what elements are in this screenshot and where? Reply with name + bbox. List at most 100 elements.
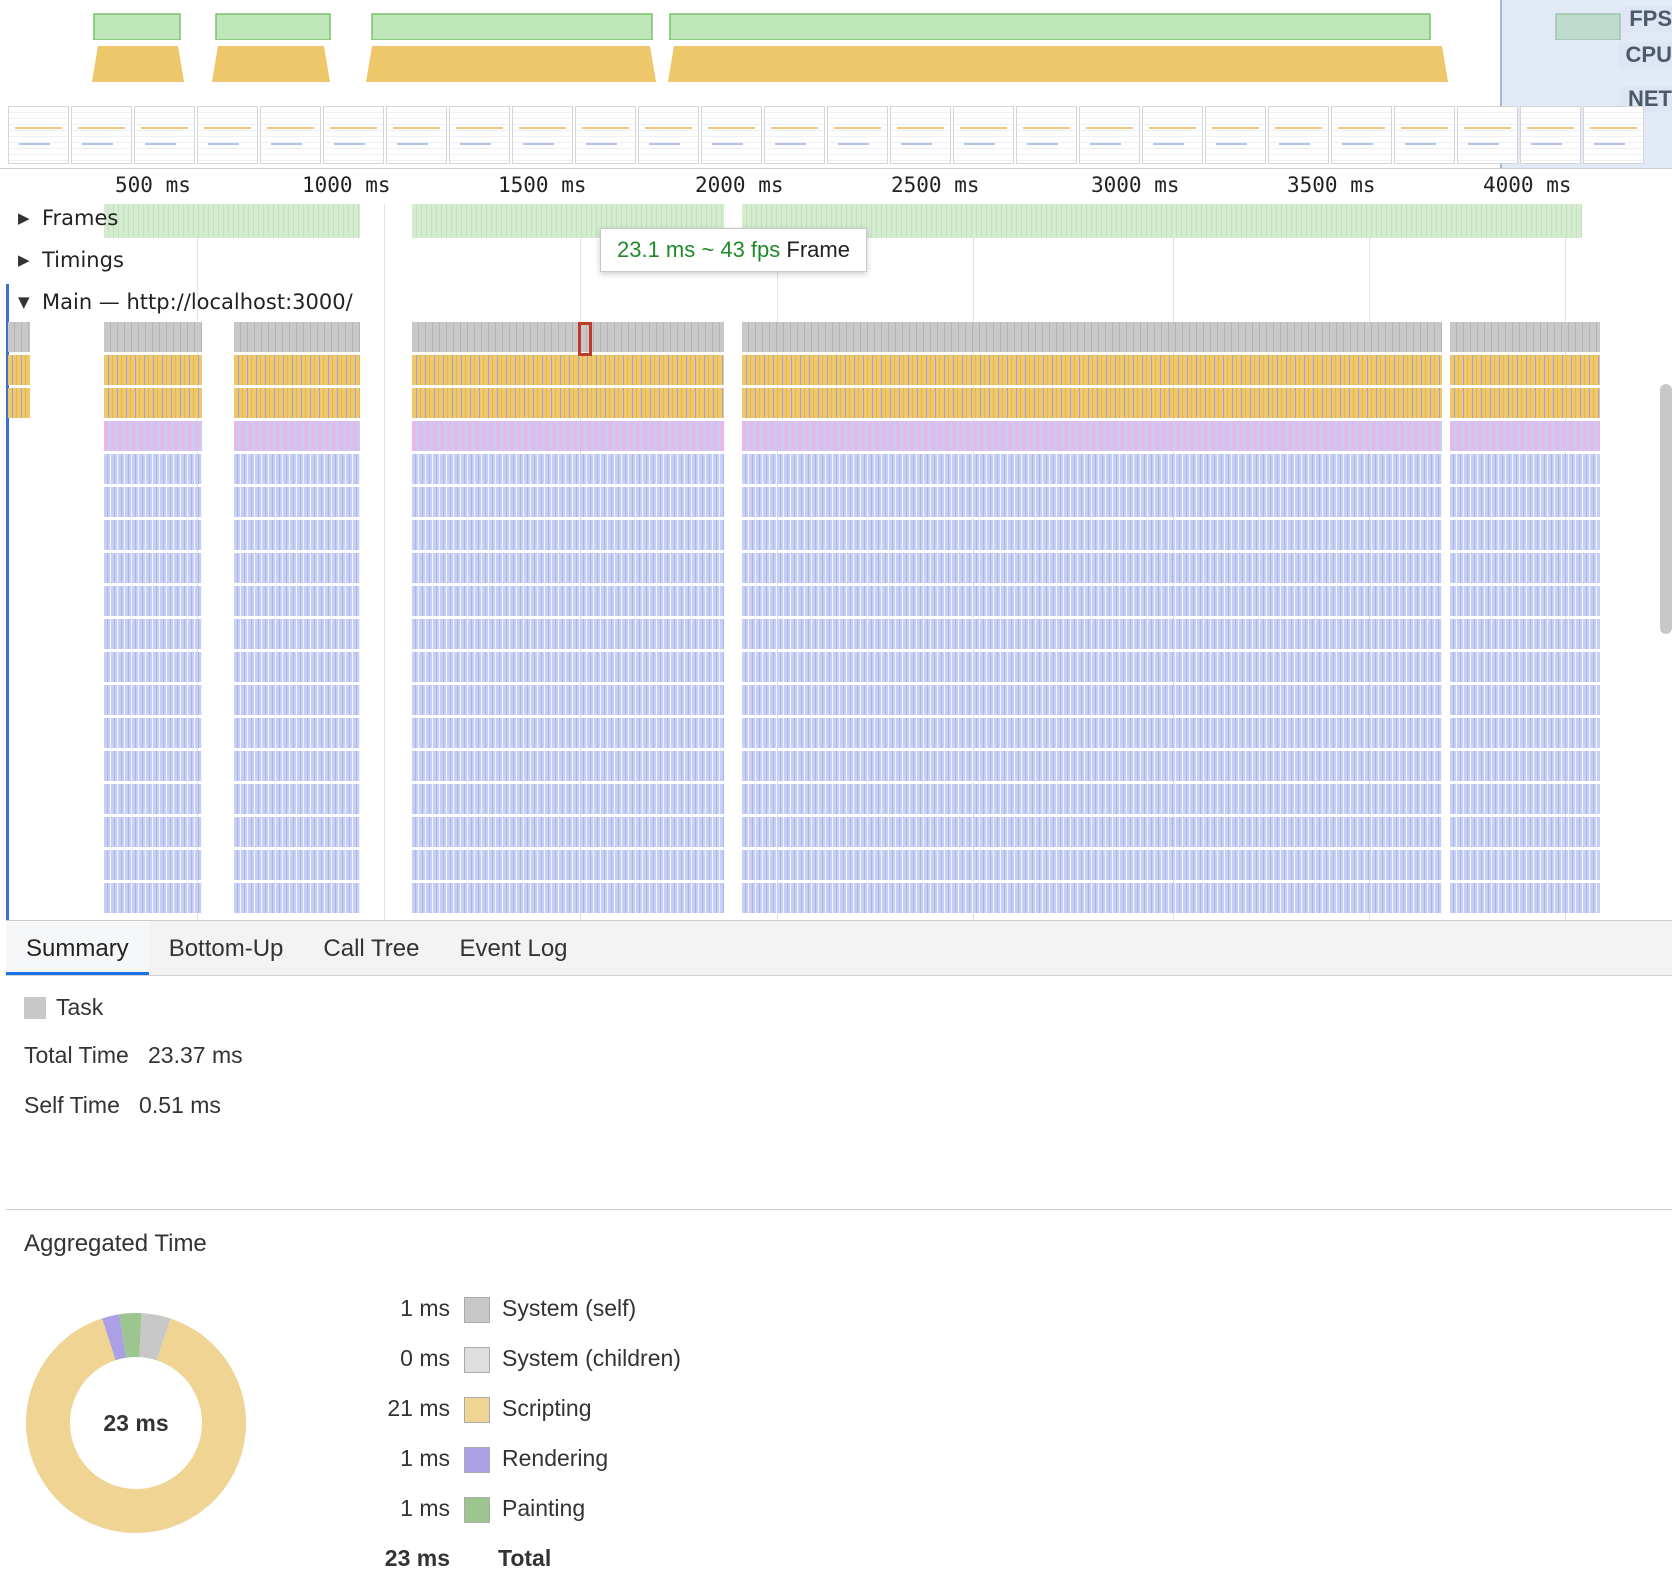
flame-block[interactable]	[742, 817, 1442, 847]
flame-block[interactable]	[412, 421, 724, 451]
tab-summary[interactable]: Summary	[6, 921, 149, 975]
flame-block[interactable]	[104, 586, 202, 616]
screenshot-thumbnail[interactable]	[1079, 106, 1140, 164]
flame-block[interactable]	[104, 487, 202, 517]
flame-block[interactable]	[234, 553, 360, 583]
flame-block[interactable]	[104, 850, 202, 880]
flame-block[interactable]	[412, 685, 724, 715]
flame-block[interactable]	[104, 652, 202, 682]
flame-block[interactable]	[104, 784, 202, 814]
flame-block[interactable]	[1450, 487, 1600, 517]
flame-block[interactable]	[1450, 586, 1600, 616]
flame-block[interactable]	[1450, 817, 1600, 847]
timings-track-header[interactable]: ▶ Timings	[18, 248, 124, 272]
main-thread-flamechart[interactable]	[0, 322, 1672, 920]
flame-block[interactable]	[234, 487, 360, 517]
flame-block[interactable]	[742, 553, 1442, 583]
flame-block[interactable]	[412, 751, 724, 781]
screenshot-thumbnail[interactable]	[701, 106, 762, 164]
flame-block[interactable]	[742, 652, 1442, 682]
flame-block[interactable]	[412, 355, 724, 385]
tab-bottom-up[interactable]: Bottom-Up	[168, 935, 284, 962]
flame-block[interactable]	[412, 454, 724, 484]
flame-block[interactable]	[234, 520, 360, 550]
flame-block[interactable]	[234, 355, 360, 385]
screenshot-thumbnail[interactable]	[1016, 106, 1077, 164]
flame-block[interactable]	[104, 553, 202, 583]
screenshot-thumbnail[interactable]	[1331, 106, 1392, 164]
flame-block[interactable]	[1450, 619, 1600, 649]
flame-block[interactable]	[234, 421, 360, 451]
flame-block[interactable]	[1450, 883, 1600, 913]
flame-block[interactable]	[1450, 850, 1600, 880]
flame-block[interactable]	[104, 817, 202, 847]
collapse-triangle-icon[interactable]: ▼	[18, 293, 30, 311]
main-track-header[interactable]: ▼ Main — http://localhost:3000/	[18, 290, 353, 314]
flame-block[interactable]	[412, 817, 724, 847]
screenshot-thumbnail[interactable]	[449, 106, 510, 164]
expand-triangle-icon[interactable]: ▶	[18, 209, 30, 227]
tab-call-tree[interactable]: Call Tree	[323, 935, 420, 962]
flame-block[interactable]	[412, 520, 724, 550]
flame-block[interactable]	[234, 685, 360, 715]
flame-block[interactable]	[742, 784, 1442, 814]
flame-block[interactable]	[742, 355, 1442, 385]
flame-block[interactable]	[412, 883, 724, 913]
flame-block[interactable]	[1450, 553, 1600, 583]
flame-block[interactable]	[742, 685, 1442, 715]
flame-block[interactable]	[412, 784, 724, 814]
flame-block[interactable]	[742, 454, 1442, 484]
flame-block[interactable]	[234, 817, 360, 847]
flame-block[interactable]	[234, 322, 360, 352]
flame-block[interactable]	[234, 619, 360, 649]
vertical-scrollbar[interactable]	[1660, 384, 1672, 634]
screenshot-thumbnail[interactable]	[953, 106, 1014, 164]
screenshot-thumbnail[interactable]	[890, 106, 951, 164]
flamechart-area[interactable]: ▶ Frames ▶ Timings 23.1 ms ~ 43 fps Fram…	[0, 204, 1672, 920]
flame-block[interactable]	[742, 586, 1442, 616]
flame-block[interactable]	[1450, 718, 1600, 748]
flame-block[interactable]	[104, 454, 202, 484]
flame-block[interactable]	[104, 751, 202, 781]
flame-block[interactable]	[742, 718, 1442, 748]
flame-block[interactable]	[742, 883, 1442, 913]
screenshot-thumbnail[interactable]	[386, 106, 447, 164]
flame-block[interactable]	[1450, 322, 1600, 352]
screenshot-thumbnail[interactable]	[1394, 106, 1455, 164]
screenshot-thumbnail[interactable]	[197, 106, 258, 164]
flame-block[interactable]	[104, 685, 202, 715]
screenshot-filmstrip[interactable]	[8, 106, 1672, 166]
flame-block[interactable]	[412, 586, 724, 616]
flame-block[interactable]	[104, 355, 202, 385]
screenshot-thumbnail[interactable]	[764, 106, 825, 164]
tab-event-log[interactable]: Event Log	[459, 935, 568, 962]
flame-block[interactable]	[412, 619, 724, 649]
flame-block[interactable]	[234, 454, 360, 484]
flame-block[interactable]	[1450, 685, 1600, 715]
screenshot-thumbnail[interactable]	[8, 106, 69, 164]
flame-block[interactable]	[8, 355, 30, 385]
flame-block[interactable]	[1450, 388, 1600, 418]
flame-block[interactable]	[742, 520, 1442, 550]
flame-block[interactable]	[1450, 520, 1600, 550]
flame-block[interactable]	[412, 718, 724, 748]
timeline-overview[interactable]: FPS CPU NET	[0, 0, 1672, 168]
flame-block[interactable]	[1450, 454, 1600, 484]
flame-block[interactable]	[412, 487, 724, 517]
screenshot-thumbnail[interactable]	[512, 106, 573, 164]
expand-triangle-icon[interactable]: ▶	[18, 251, 30, 269]
screenshot-thumbnail[interactable]	[1457, 106, 1518, 164]
flame-block[interactable]	[412, 553, 724, 583]
flame-block[interactable]	[1450, 751, 1600, 781]
flame-block[interactable]	[234, 586, 360, 616]
flame-block[interactable]	[104, 883, 202, 913]
flame-block[interactable]	[234, 784, 360, 814]
screenshot-thumbnail[interactable]	[1268, 106, 1329, 164]
screenshot-thumbnail[interactable]	[323, 106, 384, 164]
flame-block[interactable]	[234, 883, 360, 913]
flame-block[interactable]	[8, 388, 30, 418]
screenshot-thumbnail[interactable]	[1142, 106, 1203, 164]
flame-block[interactable]	[104, 388, 202, 418]
screenshot-thumbnail[interactable]	[638, 106, 699, 164]
flame-block[interactable]	[412, 388, 724, 418]
